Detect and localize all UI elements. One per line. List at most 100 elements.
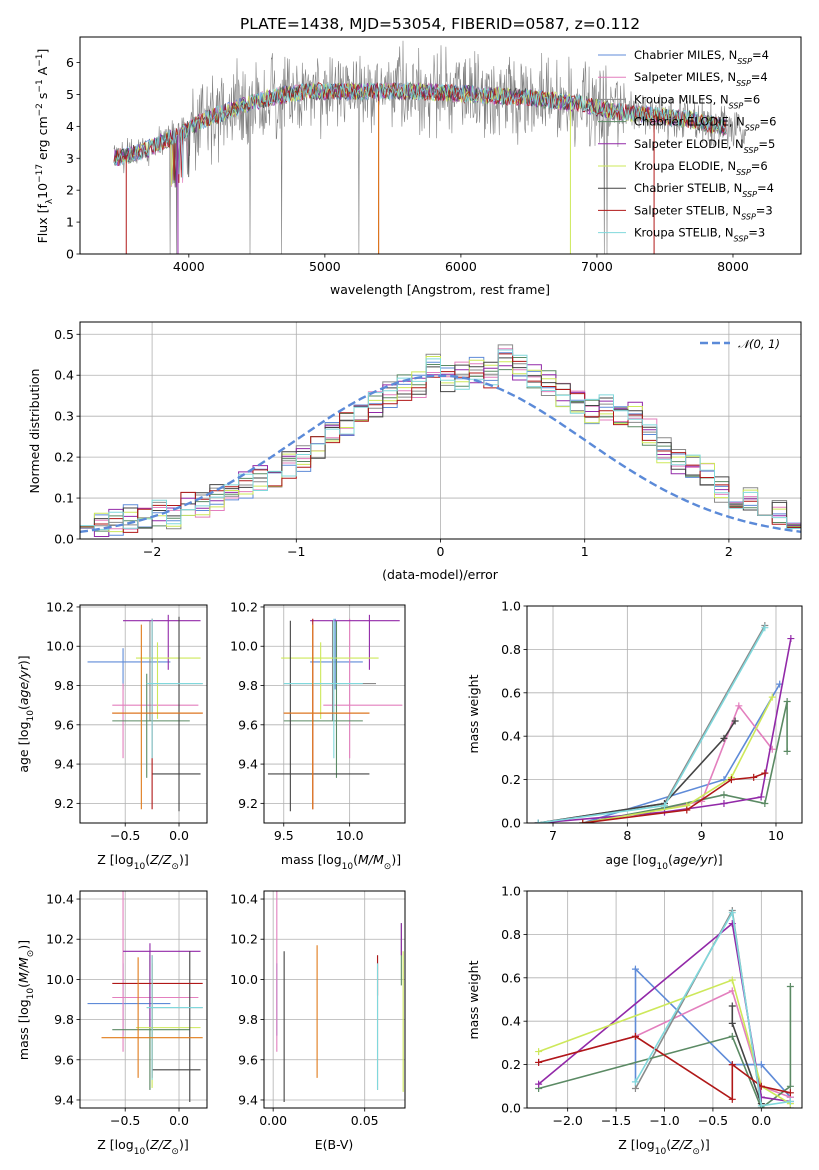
data-point-errorbar xyxy=(87,648,171,690)
y-tick-label: 10.2 xyxy=(230,932,258,947)
x-axis-label: mass [log10(M/M⊙)] xyxy=(281,852,401,872)
y-tick-label: 3 xyxy=(66,151,74,166)
data-point-errorbar xyxy=(146,620,203,721)
y-tick-label: 9.4 xyxy=(238,1092,258,1107)
data-marker xyxy=(786,1089,794,1097)
data-marker xyxy=(728,909,736,917)
data-point-errorbar xyxy=(281,642,379,719)
x-tick-label: 8000 xyxy=(717,259,749,274)
y-tick-label: 0.1 xyxy=(54,491,74,506)
data-marker xyxy=(768,693,776,701)
data-point-errorbar xyxy=(112,673,190,778)
model-line xyxy=(113,82,727,183)
x-tick-label: 5000 xyxy=(309,259,341,274)
y-tick-label: 0.4 xyxy=(54,368,74,383)
x-tick-label: −0.5 xyxy=(110,1113,140,1128)
data-point-errorbar xyxy=(135,963,201,1088)
legend-entry: Kroupa STELIB, NSSP=3 xyxy=(634,226,765,244)
legend-entry: Salpeter MILES, NSSP=4 xyxy=(634,70,768,88)
y-tick-label: 0.5 xyxy=(54,327,74,342)
y-tick-label: 10.0 xyxy=(230,972,258,987)
y-tick-label: 10.2 xyxy=(46,599,74,614)
legend: 𝒩(0, 1) xyxy=(700,337,780,351)
data-marker xyxy=(786,1082,794,1090)
chart-age-vs-mass: 9.5 10.0 9.2 9.4 9.6 9.8 10.0 10.2 mass [log10(M… xyxy=(230,599,406,872)
plot-area xyxy=(80,344,801,537)
y-tick-label: 0.2 xyxy=(501,772,521,787)
y-tick-label: 9.2 xyxy=(238,796,258,811)
data-marker xyxy=(761,769,769,777)
x-tick-label: 0.0 xyxy=(169,828,189,843)
y-tick-label: 4 xyxy=(66,119,74,134)
data-marker xyxy=(783,747,791,755)
data-marker xyxy=(535,1058,543,1066)
histogram-step xyxy=(80,349,801,530)
x-axis-label: Z [log10(Z/Z⊙)] xyxy=(618,1137,709,1157)
y-tick-label: 9.8 xyxy=(238,678,258,693)
y-axis-label: Normed distribution xyxy=(27,369,42,494)
grid xyxy=(264,605,405,823)
grid xyxy=(264,891,405,1108)
x-axis-label: wavelength [Angstrom, rest frame] xyxy=(330,282,550,297)
legend-entry: Kroupa MILES, NSSP=6 xyxy=(634,92,760,110)
histogram-step xyxy=(80,348,801,530)
grid xyxy=(80,605,207,823)
data-marker xyxy=(720,734,728,742)
data-point-errorbar xyxy=(310,614,400,670)
data-marker xyxy=(787,635,795,643)
y-tick-label: 9.8 xyxy=(238,1012,258,1027)
series-line xyxy=(634,910,791,1107)
x-axis-label: E(B-V) xyxy=(315,1137,354,1152)
x-tick-label: 6000 xyxy=(445,259,477,274)
series-line xyxy=(731,1006,763,1104)
grid xyxy=(527,890,802,1109)
data-marker xyxy=(579,819,587,823)
data-point-errorbar xyxy=(283,620,363,778)
data-point-errorbar xyxy=(283,618,363,759)
y-tick-label: 9.6 xyxy=(54,1052,74,1067)
data-marker xyxy=(631,1032,639,1040)
legend-entry: Salpeter ELODIE, NSSP=5 xyxy=(634,137,775,155)
x-tick-label: 0.0 xyxy=(751,1113,771,1128)
x-tick-label: −1.5 xyxy=(601,1113,631,1128)
axes-frame xyxy=(79,604,208,824)
data-marker xyxy=(720,791,728,799)
chart-mass-vs-z: −0.5 0.0 9.4 9.6 9.8 10.0 10.2 10.4 Z [log10(Z/Z… xyxy=(16,890,208,1157)
data-marker xyxy=(728,1019,736,1027)
y-axis-label: mass [log10(M/M⊙)] xyxy=(16,940,36,1060)
y-tick-label: 5 xyxy=(66,87,74,102)
y-tick-label: 0.6 xyxy=(501,970,521,985)
histogram-step xyxy=(80,357,801,532)
y-tick-label: 10.4 xyxy=(230,892,258,907)
data-marker xyxy=(728,1002,736,1010)
x-tick-label: −1.0 xyxy=(649,1113,679,1128)
data-marker xyxy=(783,697,791,705)
plot-area xyxy=(535,907,794,1108)
plot-area xyxy=(534,622,795,823)
data-marker xyxy=(761,624,769,632)
axes-frame xyxy=(79,321,802,540)
data-marker xyxy=(757,793,765,801)
data-marker xyxy=(786,982,794,990)
x-tick-label: 0.00 xyxy=(259,1113,287,1128)
data-marker xyxy=(535,1080,543,1088)
data-marker xyxy=(720,799,728,807)
data-marker xyxy=(735,702,743,710)
y-tick-label: 0.2 xyxy=(501,1057,521,1072)
data-point-errorbar xyxy=(267,620,370,812)
chart-age-vs-z: −0.5 0.0 9.2 9.4 9.6 9.8 10.0 10.2 Z [log10(Z/Z⊙… xyxy=(16,599,208,872)
x-axis-label: (data-model)/error xyxy=(382,567,499,582)
data-marker xyxy=(786,1097,794,1105)
data-marker xyxy=(757,1102,765,1108)
data-point-errorbar xyxy=(123,943,201,1028)
normal-curve xyxy=(80,374,801,533)
y-tick-label: 10.2 xyxy=(46,932,74,947)
data-marker xyxy=(728,1032,736,1040)
y-tick-label: 0.2 xyxy=(54,450,74,465)
data-point-errorbar xyxy=(152,616,201,812)
y-tick-label: 10.0 xyxy=(46,639,74,654)
y-axis-label: mass weight xyxy=(466,960,481,1039)
legend-entry: Salpeter STELIB, NSSP=3 xyxy=(634,203,773,221)
x-axis-label: Z [log10(Z/Z⊙)] xyxy=(97,852,188,872)
